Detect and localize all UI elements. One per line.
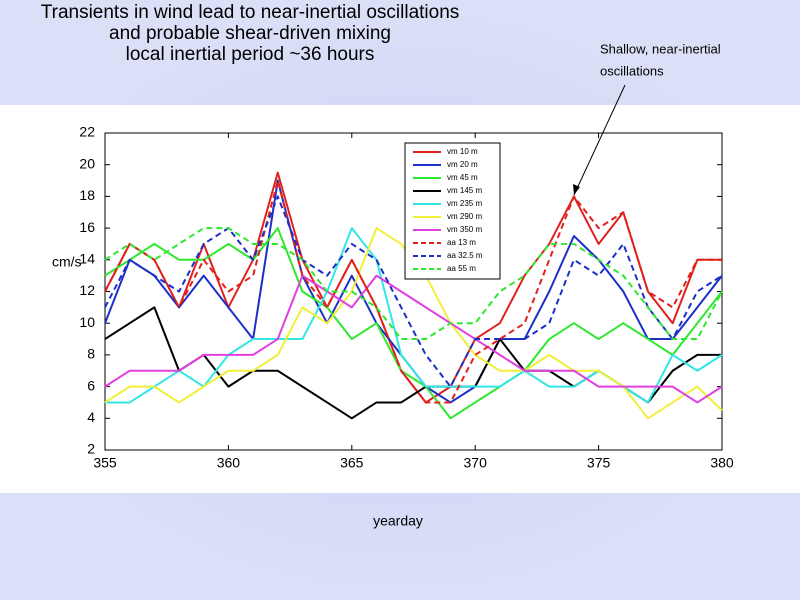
y-axis-label: cm/s	[52, 254, 82, 270]
y-tick-label: 16	[79, 219, 95, 235]
y-tick-label: 4	[87, 409, 95, 425]
x-axis-label: yearday	[373, 513, 423, 529]
y-tick-label: 8	[87, 346, 95, 362]
annotation-arrow	[573, 84, 626, 196]
annotation-line: oscillations	[600, 63, 664, 78]
title-line: local inertial period ~36 hours	[126, 44, 375, 65]
arrow-head	[573, 184, 580, 195]
series-line	[104, 227, 723, 420]
legend-label: aa 55 m	[447, 264, 476, 273]
y-tick-label: 20	[79, 155, 95, 171]
x-tick-label: 360	[217, 455, 241, 471]
series-line	[104, 179, 722, 404]
series-line	[104, 227, 723, 341]
annotation-block: Shallow, near-inertial oscillations	[600, 41, 721, 78]
y-tick-label: 6	[87, 377, 95, 393]
x-tick-label: 375	[587, 455, 611, 471]
series-line	[104, 274, 723, 404]
title-block: Transients in wind lead to near-inertial…	[41, 2, 460, 65]
legend-label: vm 20 m	[447, 160, 478, 169]
legend-label: vm 290 m	[447, 212, 482, 221]
y-tick-label: 10	[79, 314, 95, 330]
legend-label: vm 45 m	[447, 173, 478, 182]
legend-label: aa 32.5 m	[447, 251, 483, 260]
x-tick-label: 370	[464, 455, 488, 471]
annotation-line: Shallow, near-inertial	[600, 41, 721, 56]
y-tick-label: 18	[79, 187, 95, 203]
y-tick-label: 22	[79, 124, 95, 140]
y-tick-label: 12	[79, 282, 95, 298]
plot: 2 4 6 8 10 12 14 16 18 20 22 355 360 365 370 375 380 vm 1…	[79, 124, 733, 471]
y-tick-label: 14	[79, 251, 95, 267]
legend-label: vm 145 m	[447, 186, 482, 195]
x-tick-label: 380	[710, 455, 734, 471]
chart-panel	[0, 105, 800, 493]
title-line: Transients in wind lead to near-inertial…	[41, 2, 460, 23]
x-tick-label: 365	[340, 455, 364, 471]
series-line	[104, 195, 723, 388]
y-tick-label: 2	[87, 441, 95, 457]
legend-label: vm 350 m	[447, 225, 482, 234]
legend-label: vm 10 m	[447, 147, 478, 156]
title-line: and probable shear-driven mixing	[109, 23, 391, 44]
x-tick-label: 355	[93, 455, 117, 471]
legend-label: aa 13 m	[447, 238, 476, 247]
legend-label: vm 235 m	[447, 199, 482, 208]
